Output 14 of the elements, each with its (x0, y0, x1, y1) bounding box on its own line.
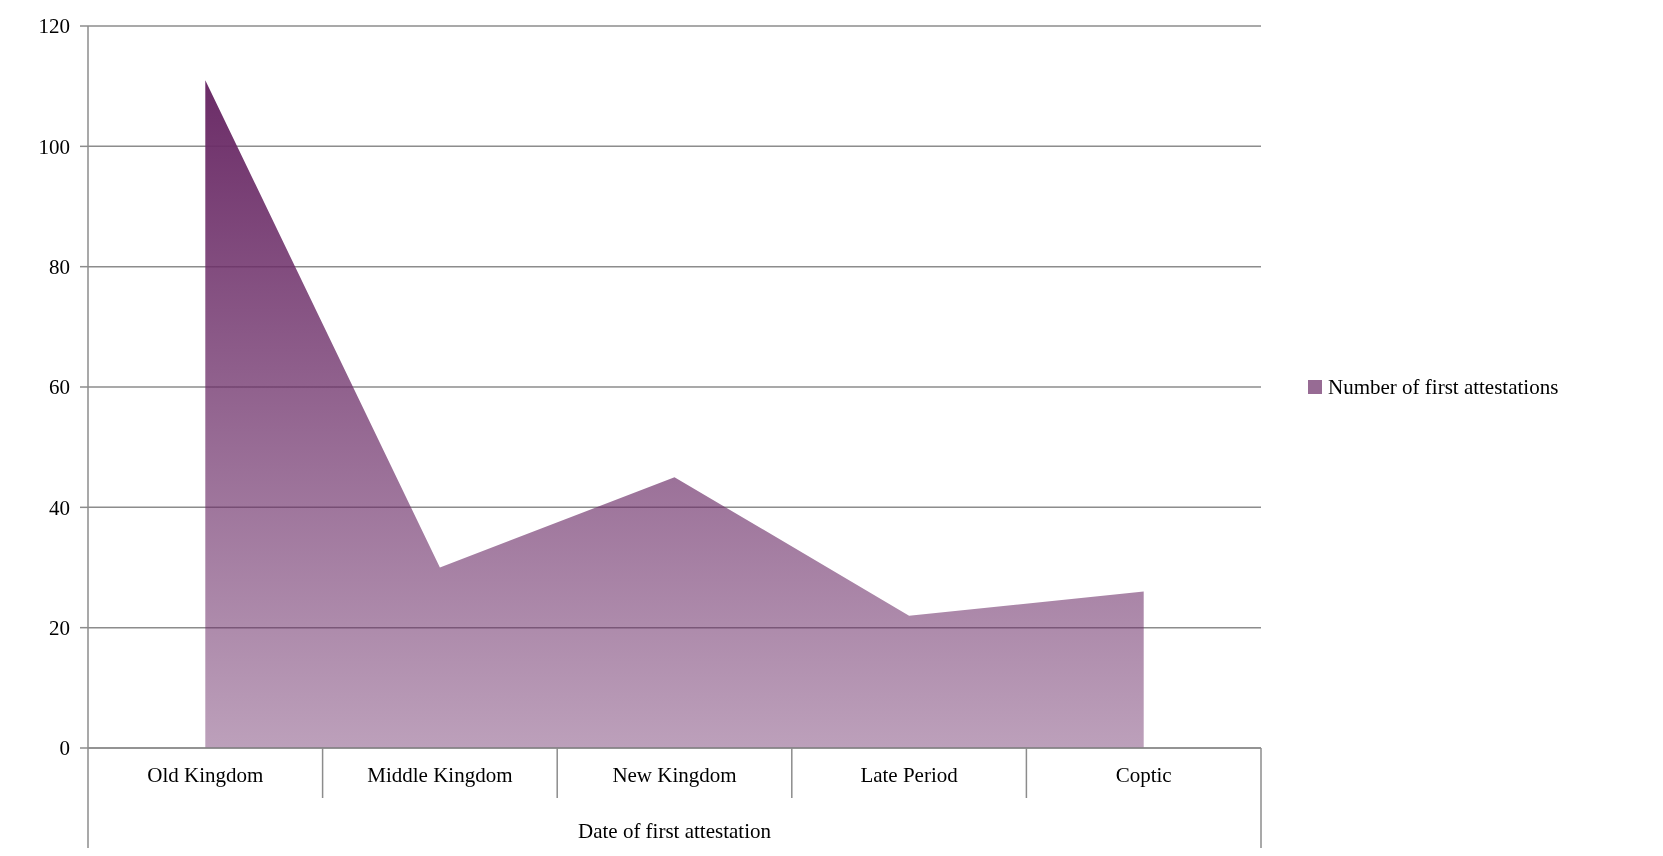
y-tick-label: 20 (49, 616, 70, 641)
legend-label: Number of first attestations (1328, 375, 1559, 400)
y-tick-label: 40 (49, 495, 70, 520)
y-tick-label: 60 (49, 375, 70, 400)
x-tick-label: Middle Kingdom (367, 763, 513, 787)
y-tick-label: 120 (38, 14, 70, 39)
x-tick-label: Late Period (860, 763, 959, 787)
y-tick-label: 0 (59, 736, 70, 761)
x-tick-label: New Kingdom (612, 763, 737, 787)
y-tick-label: 80 (49, 255, 70, 280)
x-tick-label: Old Kingdom (147, 763, 264, 787)
y-tick-label: 100 (38, 134, 70, 159)
x-axis-title: Date of first attestation (577, 819, 772, 843)
x-tick-label: Coptic (1115, 763, 1172, 787)
